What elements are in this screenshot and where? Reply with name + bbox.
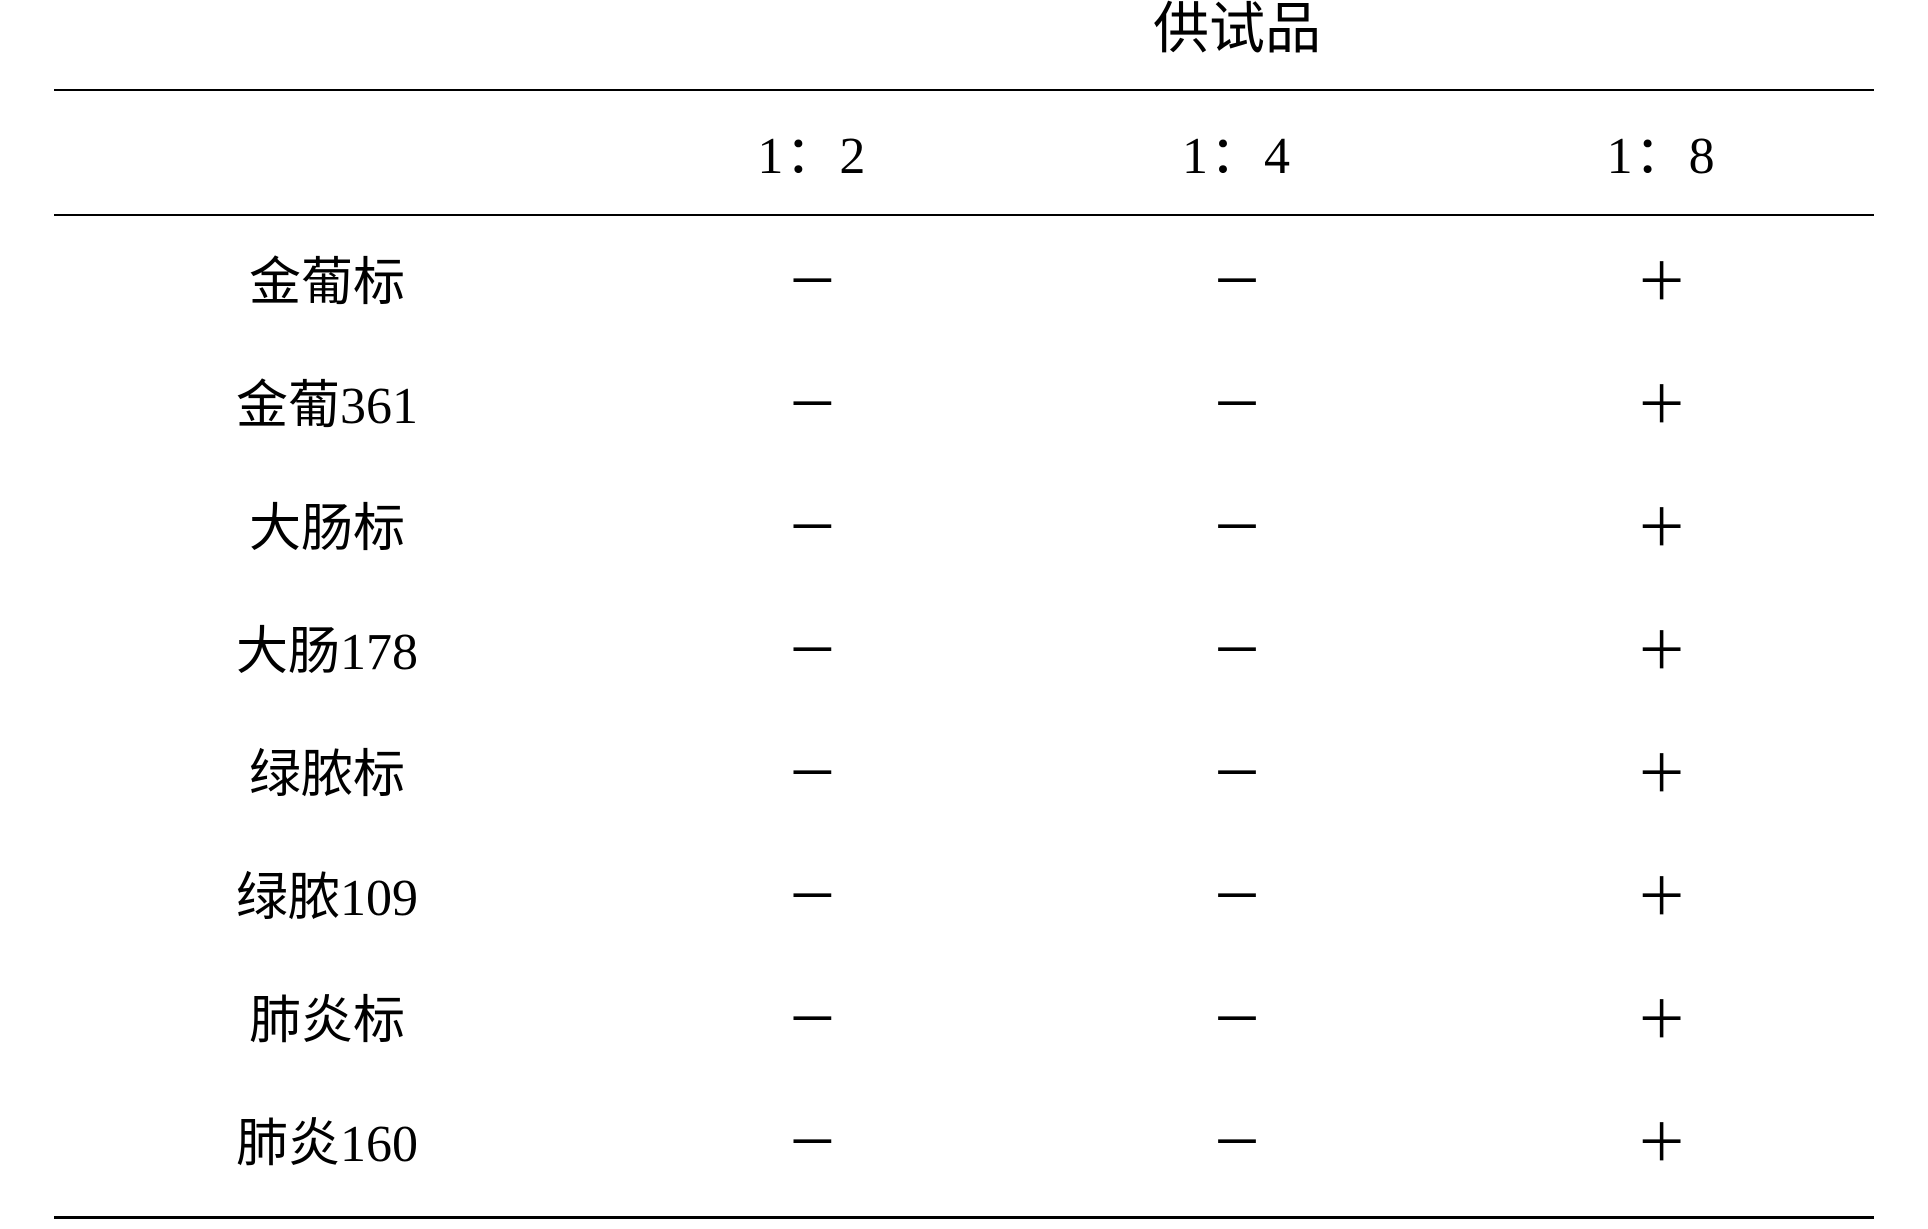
- row-label: 大肠178: [54, 585, 600, 708]
- dilution-header-2: 1：4: [1025, 90, 1450, 215]
- table-row: 大肠标 － － ＋: [54, 462, 1874, 585]
- row-label: 大肠标: [54, 462, 600, 585]
- row-value: －: [600, 708, 1025, 831]
- header-row-title: 供试品: [54, 0, 1874, 90]
- row-value: －: [1025, 462, 1450, 585]
- table-row: 肺炎160 － － ＋: [54, 1077, 1874, 1218]
- row-value: －: [1025, 708, 1450, 831]
- table-body: 金葡标 － － ＋ 金葡361 － － ＋ 大肠标 － － ＋ 大肠178 － …: [54, 215, 1874, 1218]
- row-value: －: [600, 585, 1025, 708]
- row-label: 绿脓标: [54, 708, 600, 831]
- row-value: －: [600, 831, 1025, 954]
- dilution-header-1: 1：2: [600, 90, 1025, 215]
- row-value: －: [1025, 215, 1450, 339]
- row-value: ＋: [1449, 339, 1874, 462]
- row-value: －: [1025, 585, 1450, 708]
- row-value: ＋: [1449, 215, 1874, 339]
- empty-header-cell: [54, 0, 600, 90]
- row-label: 绿脓109: [54, 831, 600, 954]
- table-row: 金葡361 － － ＋: [54, 339, 1874, 462]
- table-header: 供试品 1：2 1：4 1：8: [54, 0, 1874, 215]
- row-value: ＋: [1449, 462, 1874, 585]
- header-title: 供试品: [600, 0, 1874, 90]
- row-label: 金葡标: [54, 215, 600, 339]
- row-label: 肺炎160: [54, 1077, 600, 1218]
- row-value: －: [1025, 339, 1450, 462]
- table-row: 绿脓标 － － ＋: [54, 708, 1874, 831]
- header-row-dilutions: 1：2 1：4 1：8: [54, 90, 1874, 215]
- table-row: 绿脓109 － － ＋: [54, 831, 1874, 954]
- row-value: －: [1025, 831, 1450, 954]
- row-value: ＋: [1449, 585, 1874, 708]
- row-value: ＋: [1449, 708, 1874, 831]
- empty-subheader-cell: [54, 90, 600, 215]
- row-value: －: [600, 1077, 1025, 1218]
- row-value: －: [600, 339, 1025, 462]
- row-value: －: [600, 462, 1025, 585]
- row-value: －: [1025, 954, 1450, 1077]
- row-value: －: [600, 215, 1025, 339]
- row-label: 金葡361: [54, 339, 600, 462]
- row-value: ＋: [1449, 954, 1874, 1077]
- row-value: －: [1025, 1077, 1450, 1218]
- table-container: 供试品 1：2 1：4 1：8 金葡标 － － ＋ 金葡361 － － ＋: [24, 0, 1904, 1229]
- data-table: 供试品 1：2 1：4 1：8 金葡标 － － ＋ 金葡361 － － ＋: [54, 0, 1874, 1219]
- row-value: ＋: [1449, 831, 1874, 954]
- row-value: －: [600, 954, 1025, 1077]
- table-row: 肺炎标 － － ＋: [54, 954, 1874, 1077]
- table-row: 金葡标 － － ＋: [54, 215, 1874, 339]
- row-value: ＋: [1449, 1077, 1874, 1218]
- row-label: 肺炎标: [54, 954, 600, 1077]
- table-row: 大肠178 － － ＋: [54, 585, 1874, 708]
- dilution-header-3: 1：8: [1449, 90, 1874, 215]
